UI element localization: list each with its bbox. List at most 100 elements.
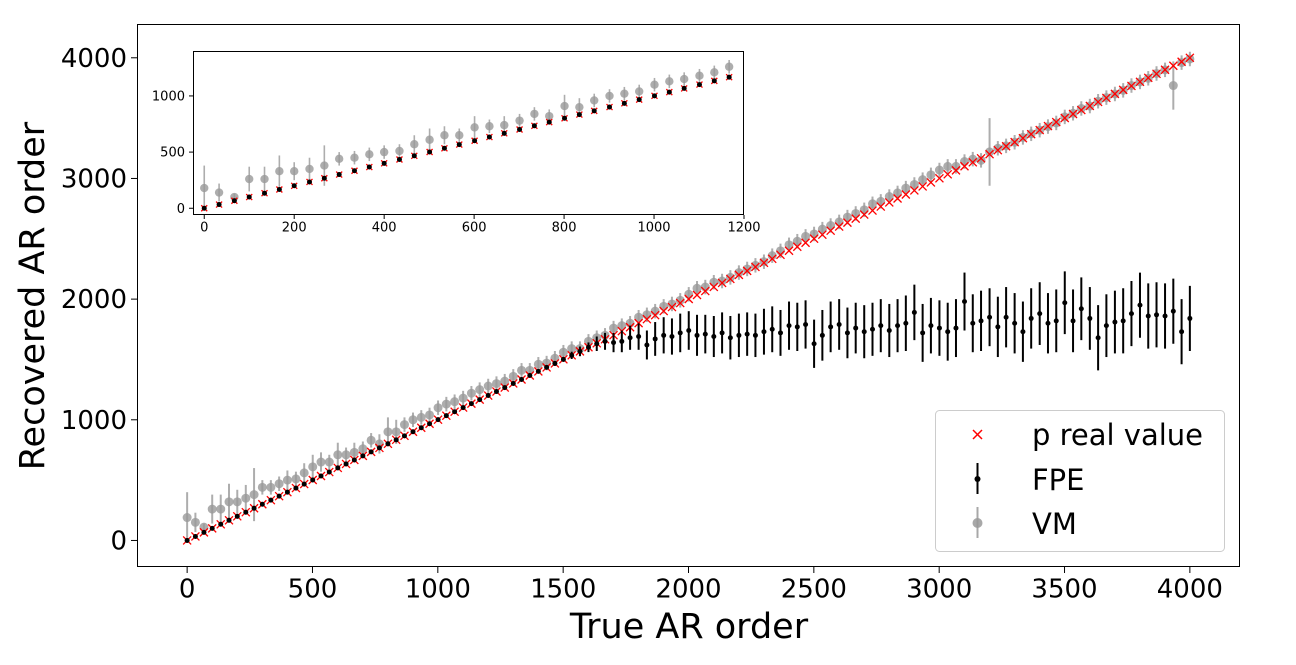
main-fpe-point <box>686 327 692 333</box>
main-vm-point <box>567 344 577 354</box>
legend-fpe-marker <box>974 476 981 482</box>
main-x-tick-label: 1000 <box>405 575 471 605</box>
main-vm-point <box>416 412 426 422</box>
main-fpe-point <box>393 437 399 443</box>
main-fpe-point <box>209 525 215 531</box>
main-fpe-point <box>477 397 483 403</box>
legend-vm-marker <box>972 518 983 528</box>
main-vm-point <box>349 447 359 457</box>
main-p-real-marker <box>1076 105 1086 115</box>
main-p-real-marker <box>960 161 969 171</box>
inset-x-ticks: 0 200 400 600 800 1000 1200 <box>200 215 761 235</box>
main-fpe-point <box>443 413 449 419</box>
inset-fpe-point <box>726 74 732 80</box>
main-fpe-point <box>310 477 316 483</box>
main-vm-point <box>224 497 234 507</box>
main-chart: 0 500 1000 1500 2000 2500 3000 3500 4000 0100020… <box>13 24 1240 647</box>
main-vm-point <box>826 221 836 231</box>
main-p-real-marker <box>1160 65 1170 75</box>
main-vm-point <box>659 301 669 311</box>
main-vm-point <box>926 170 936 180</box>
legend-label-vm: VM <box>1032 507 1077 541</box>
main-vm-point <box>725 272 735 282</box>
main-vm-point <box>441 399 451 409</box>
main-fpe-point <box>978 318 984 324</box>
main-vm-point <box>232 497 242 507</box>
main-fpe-point <box>911 309 917 315</box>
legend-entry-fpe: FPE <box>974 463 1085 497</box>
main-fpe-point <box>251 505 257 511</box>
main-vm-point <box>801 231 811 241</box>
inset-fpe-point <box>381 160 387 166</box>
main-vm-point <box>282 475 292 485</box>
main-vm-point <box>918 175 928 185</box>
main-fpe-point <box>268 497 274 503</box>
main-p-real-marker <box>642 314 652 324</box>
inset-background <box>193 51 744 215</box>
main-p-real-marker <box>759 258 769 268</box>
main-vm-point <box>667 299 677 309</box>
main-fpe-point <box>485 393 491 399</box>
legend-entry-vm: VM <box>972 507 1077 541</box>
main-x-ticks: 0 500 1000 1500 2000 2500 3000 3500 4000 <box>179 567 1223 605</box>
main-p-real-marker <box>976 153 986 163</box>
legend-box <box>935 410 1225 552</box>
main-x-tick-label: 2000 <box>655 575 721 605</box>
main-fpe-point <box>752 332 758 338</box>
main-fpe-point <box>1078 306 1084 312</box>
main-fpe-point <box>611 340 617 346</box>
inset-vm-point <box>500 120 509 130</box>
main-fpe-point <box>803 321 809 327</box>
main-p-real-marker <box>884 198 894 207</box>
main-fpe-point <box>385 441 391 447</box>
inset-fpe-point <box>336 172 342 178</box>
main-p-real-marker <box>968 157 978 167</box>
main-fpe-point <box>970 320 976 326</box>
main-fpe-point <box>861 329 867 335</box>
main-fpe-point <box>376 445 382 451</box>
inset-vm-point <box>560 101 569 111</box>
inset-y-ticks: 0 500 1000 <box>152 89 193 217</box>
main-fpe-point <box>895 323 901 329</box>
main-fpe-point <box>786 323 792 329</box>
inset-fpe-point <box>427 149 433 155</box>
inset-fpe-point <box>276 187 282 193</box>
main-vm-point <box>508 371 518 381</box>
main-fpe-point <box>1145 313 1151 319</box>
main-fpe-point <box>460 405 466 411</box>
main-vm-point <box>684 289 694 299</box>
main-fpe-point <box>301 481 307 487</box>
main-fpe-point <box>226 517 232 523</box>
inset-x-tick-label: 800 <box>552 220 577 235</box>
main-vm-point <box>709 277 719 287</box>
main-vm-point <box>884 192 894 202</box>
main-p-real-marker <box>809 234 819 244</box>
main-p-real-marker <box>876 202 886 212</box>
inset-vm-point <box>590 96 599 105</box>
main-p-real-marker <box>1168 61 1178 71</box>
main-fpe-point <box>1070 318 1076 324</box>
main-fpe-point <box>535 368 541 374</box>
inset-fpe-point <box>201 205 207 211</box>
inset-x-tick-label: 1000 <box>637 220 670 235</box>
inset-fpe-point <box>591 108 597 114</box>
main-vm-point <box>341 450 351 460</box>
inset-fpe-point <box>231 198 237 204</box>
main-fpe-point <box>293 485 299 491</box>
inset-plot-frame <box>193 51 744 215</box>
main-vm-point <box>609 323 619 333</box>
main-vm-point <box>851 208 861 218</box>
main-fpe-point <box>276 493 282 499</box>
main-p-real-marker <box>675 298 685 308</box>
inset-vm-point <box>455 131 464 140</box>
inset-fpe-point <box>321 175 327 181</box>
legend: p real value FPE VM <box>935 410 1225 552</box>
main-x-tick-label: 2500 <box>781 575 847 605</box>
main-fpe-point <box>1062 300 1068 306</box>
main-vm-point <box>299 468 309 478</box>
main-x-tick-label: 4000 <box>1157 575 1223 605</box>
main-fpe-point <box>594 341 600 347</box>
main-fpe-point <box>987 314 993 320</box>
main-y-tick-label: 2000 <box>61 285 127 315</box>
x-axis-label: True AR order <box>569 607 809 647</box>
